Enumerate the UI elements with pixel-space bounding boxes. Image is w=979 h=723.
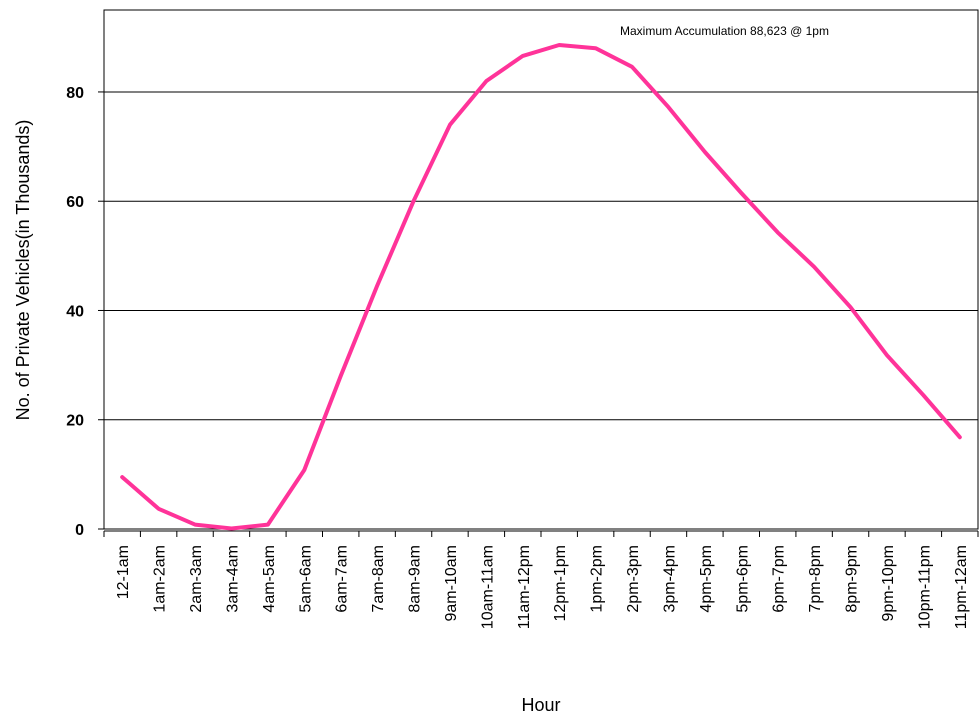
x-tick-label: 3pm-4pm — [661, 545, 678, 613]
x-tick-label: 4am-5am — [261, 545, 278, 613]
x-tick-label: 2am-3am — [188, 545, 205, 613]
x-tick-label: 2pm-3pm — [625, 545, 642, 613]
x-tick-label: 10am-11am — [479, 545, 496, 629]
x-tick-label: 1am-2am — [152, 545, 169, 613]
x-tick-label: 11am-12pm — [516, 545, 533, 629]
x-tick-label: 7am-8am — [370, 545, 387, 613]
y-tick-label: 60 — [66, 194, 84, 211]
x-tick-label: 1pm-2pm — [589, 545, 606, 613]
y-tick-label: 20 — [66, 413, 84, 430]
x-tick-label: 12-1am — [115, 545, 132, 599]
series-line — [120, 43, 962, 531]
x-tick-label: 9am-10am — [443, 545, 460, 621]
series-layer — [120, 43, 962, 531]
y-tick-labels: 0 20 40 60 80 — [66, 85, 84, 539]
x-tick-label: 4pm-5pm — [698, 545, 715, 613]
x-tick-label: 8am-9am — [407, 545, 424, 613]
x-tick-label: 7pm-8pm — [807, 545, 824, 613]
plot-frame — [103, 9, 979, 530]
x-tick-label: 5pm-6pm — [734, 545, 751, 613]
x-axis-title: Hour — [521, 695, 560, 715]
y-axis-title: No. of Private Vehicles(in Thousands) — [13, 120, 33, 421]
x-tick-label: 6pm-7pm — [771, 545, 788, 613]
x-tick-label: 5am-6am — [297, 545, 314, 613]
y-tick-label: 40 — [66, 303, 84, 320]
grid-lines — [104, 91, 978, 421]
x-tick-label: 8pm-9pm — [844, 545, 861, 613]
x-tick-label: 6am-7am — [334, 545, 351, 613]
x-tick-label: 11pm-12am — [953, 545, 970, 629]
x-tick-label: 12pm-1pm — [552, 545, 569, 621]
y-tick-label: 80 — [66, 85, 84, 102]
x-tick-label: 9pm-10pm — [880, 545, 897, 621]
x-tick-label: 10pm-11pm — [916, 545, 933, 629]
axes — [98, 9, 979, 537]
y-tick-label: 0 — [75, 522, 84, 539]
x-tick-labels: 12-1am 1am-2am 2am-3am 3am-4am 4am-5am 5am-6a… — [115, 545, 970, 629]
x-tick-label: 3am-4am — [224, 545, 241, 613]
max-accumulation-annotation: Maximum Accumulation 88,623 @ 1pm — [620, 24, 829, 38]
